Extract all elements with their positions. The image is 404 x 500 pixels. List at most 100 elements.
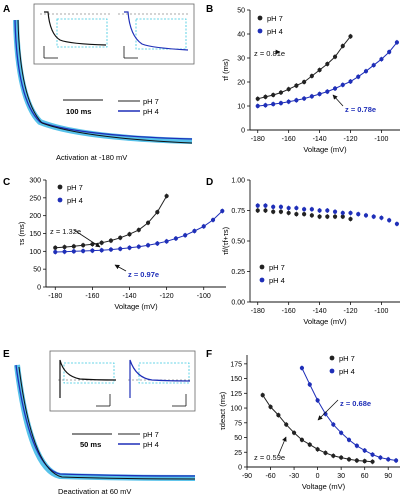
y-tick-label-d: 1.00 bbox=[231, 178, 245, 185]
data-point-c-1 bbox=[210, 217, 216, 223]
panel-e: E 50 ms pH 7 pH 4 Deactivation at 60 mV bbox=[3, 349, 196, 496]
y-axis-label-c: τs (ms) bbox=[17, 221, 26, 245]
data-point-b-0 bbox=[340, 43, 345, 49]
data-point-f-0 bbox=[370, 459, 375, 464]
panel-letter-c: C bbox=[3, 177, 10, 188]
data-point-c-0 bbox=[99, 240, 104, 245]
panel-letter-b: B bbox=[206, 4, 213, 15]
y-axis-label-b: τf (ms) bbox=[221, 58, 230, 81]
data-point-f-0 bbox=[260, 392, 265, 398]
data-point-b-1 bbox=[356, 74, 361, 79]
data-point-d-1 bbox=[263, 203, 268, 208]
data-point-d-0 bbox=[332, 214, 338, 219]
annotation-c-1: z = 0.97e bbox=[128, 270, 159, 279]
traces-e bbox=[14, 364, 196, 481]
data-point-f-0 bbox=[268, 404, 273, 409]
legend-marker-f-1 bbox=[329, 368, 335, 374]
data-point-d-0 bbox=[302, 212, 307, 217]
inset-e-trace-ph7 bbox=[58, 359, 118, 407]
data-point-f-1 bbox=[299, 365, 305, 371]
data-point-d-1 bbox=[302, 207, 307, 212]
data-point-d-1 bbox=[387, 218, 392, 223]
data-point-b-0 bbox=[325, 61, 330, 67]
legend-marker-f-0 bbox=[329, 355, 335, 361]
x-tick-label-f: 30 bbox=[337, 473, 345, 480]
series-line-f-1 bbox=[301, 367, 397, 461]
data-point-c-0 bbox=[81, 243, 86, 248]
data-point-b-1 bbox=[309, 94, 314, 99]
data-point-f-0 bbox=[362, 459, 367, 464]
x-tick-label-f: 60 bbox=[361, 473, 369, 480]
panel-letter-f: F bbox=[206, 349, 212, 360]
data-point-c-0 bbox=[108, 238, 114, 243]
y-tick-label-f: 75 bbox=[234, 420, 242, 427]
data-point-b-1 bbox=[278, 101, 284, 106]
y-tick-label-b: 20 bbox=[237, 80, 245, 87]
y-tick-label-f: 50 bbox=[234, 435, 242, 442]
data-point-d-1 bbox=[271, 204, 276, 209]
data-point-d-1 bbox=[348, 210, 353, 216]
x-tick-label-d: -160 bbox=[282, 308, 296, 315]
data-point-d-1 bbox=[255, 203, 260, 208]
data-point-b-0 bbox=[348, 34, 353, 39]
y-axis-label-d: τf/(τf+τs) bbox=[221, 226, 230, 255]
data-point-c-0 bbox=[53, 245, 58, 250]
data-point-f-1 bbox=[354, 443, 359, 448]
y-tick-label-b: 0 bbox=[241, 128, 245, 135]
y-axis-label-f: τdeact (ms) bbox=[218, 391, 227, 430]
caption-e: Deactivation at 60 mV bbox=[58, 487, 131, 496]
y-tick-label-b: 40 bbox=[237, 32, 245, 39]
x-tick-label-f: 90 bbox=[384, 473, 392, 480]
x-tick-label-d: -180 bbox=[251, 308, 265, 315]
annotation-f-1: z = 0.68e bbox=[340, 399, 371, 408]
data-point-c-0 bbox=[145, 220, 151, 225]
data-point-f-0 bbox=[346, 457, 352, 462]
data-point-b-1 bbox=[302, 96, 307, 101]
y-tick-label-c: 250 bbox=[29, 195, 41, 202]
legend-e-label-ph7: pH 7 bbox=[143, 430, 159, 439]
y-tick-label-b: 10 bbox=[237, 104, 245, 111]
x-tick-label-b: -100 bbox=[374, 136, 388, 143]
chart-b: B -180 -160 -140 -120 -100 0 10 20 30 40 50 Voltage … bbox=[206, 4, 400, 154]
data-point-d-0 bbox=[294, 212, 299, 217]
data-point-b-1 bbox=[379, 57, 384, 62]
data-point-d-0 bbox=[278, 209, 284, 214]
data-point-b-0 bbox=[317, 67, 322, 73]
data-point-f-1 bbox=[346, 437, 352, 442]
annotation-arrow-c-1 bbox=[114, 264, 127, 272]
data-point-c-0 bbox=[71, 244, 76, 249]
y-tick-label-c: 150 bbox=[29, 231, 41, 238]
annotation-arrow-f-0 bbox=[277, 436, 287, 457]
data-point-d-0 bbox=[309, 213, 314, 218]
data-point-f-1 bbox=[370, 452, 375, 457]
inset-a-cyan-box-2 bbox=[135, 18, 187, 50]
y-tick-label-d: 0.75 bbox=[231, 208, 245, 215]
chart-c: C -180 -160 -140 -120 -100 0 50 100 150 200 250 300 V… bbox=[3, 177, 226, 311]
data-point-d-1 bbox=[294, 205, 299, 211]
inset-a-trace-ph4 bbox=[118, 11, 190, 59]
y-tick-label-c: 100 bbox=[29, 249, 41, 256]
y-tick-label-f: 175 bbox=[230, 361, 242, 368]
y-tick-label-f: 25 bbox=[234, 450, 242, 457]
legend-label-b-1: pH 4 bbox=[267, 27, 283, 36]
y-tick-label-b: 50 bbox=[237, 8, 245, 15]
legend-a-label-ph4: pH 4 bbox=[143, 107, 159, 116]
data-point-b-1 bbox=[317, 91, 322, 97]
data-point-c-1 bbox=[118, 246, 123, 251]
data-point-c-1 bbox=[136, 244, 141, 249]
data-point-f-0 bbox=[291, 430, 297, 435]
data-point-b-1 bbox=[294, 98, 299, 103]
data-point-c-0 bbox=[62, 244, 67, 250]
data-point-b-0 bbox=[271, 92, 276, 98]
x-tick-label-b: -120 bbox=[344, 136, 358, 143]
data-point-b-0 bbox=[263, 94, 268, 99]
data-point-c-1 bbox=[183, 233, 188, 238]
data-point-c-1 bbox=[71, 249, 76, 254]
data-point-b-1 bbox=[325, 89, 330, 94]
data-point-c-1 bbox=[99, 248, 104, 253]
legend-label-d-0: pH 7 bbox=[269, 263, 285, 272]
y-tick-label-f: 0 bbox=[238, 465, 242, 472]
annotation-f-0: z = 0.59e bbox=[254, 453, 285, 462]
data-point-f-0 bbox=[323, 450, 328, 455]
data-point-b-1 bbox=[255, 103, 260, 109]
